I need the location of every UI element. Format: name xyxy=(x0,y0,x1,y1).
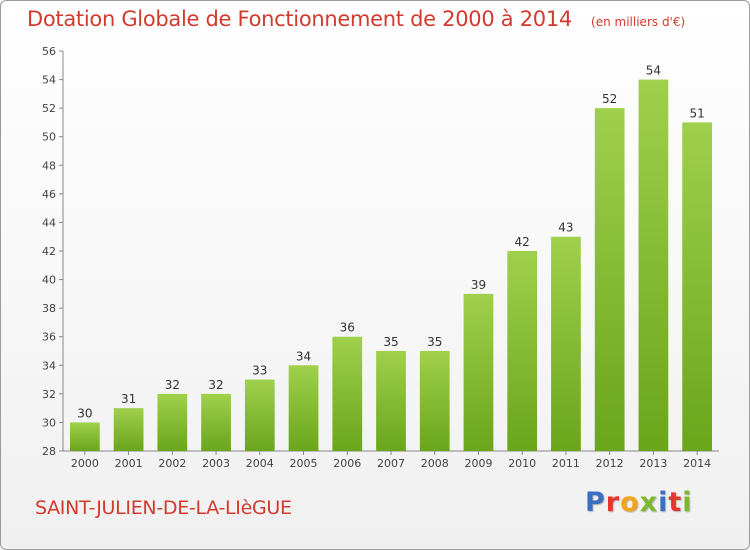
title-row: Dotation Globale de Fonctionnement de 20… xyxy=(27,7,685,31)
bar-2011 xyxy=(551,236,581,451)
value-label-2011: 43 xyxy=(558,221,573,235)
logo-letter: x xyxy=(639,487,659,518)
y-tick-label: 52 xyxy=(42,102,56,115)
y-tick-label: 44 xyxy=(42,216,56,229)
y-tick-label: 48 xyxy=(42,159,56,172)
y-tick-label: 50 xyxy=(42,131,56,144)
x-tick-label-2011: 2011 xyxy=(552,457,580,470)
value-label-2013: 54 xyxy=(646,64,661,78)
commune-name: SAINT-JULIEN-DE-LA-LIèGUE xyxy=(35,497,292,519)
bars xyxy=(69,79,713,452)
value-label-2012: 52 xyxy=(602,92,617,106)
value-label-2010: 42 xyxy=(515,235,530,249)
bar-2005 xyxy=(288,365,319,451)
value-label-2001: 31 xyxy=(121,392,136,406)
logo-letter: i xyxy=(658,487,669,518)
x-tick-label-2012: 2012 xyxy=(596,457,624,470)
value-label-2006: 36 xyxy=(340,321,355,335)
x-tick-label-2013: 2013 xyxy=(639,457,667,470)
axes: 28 30 32 34 36 38 40 42 44 46 48 50 52 54 56 xyxy=(42,45,719,458)
value-label-2003: 32 xyxy=(208,378,223,392)
chart-title: Dotation Globale de Fonctionnement de 20… xyxy=(27,7,572,31)
logo-letter: P xyxy=(585,487,606,518)
value-label-2000: 30 xyxy=(77,406,92,420)
y-tick-label: 42 xyxy=(42,245,56,258)
y-tick-label: 40 xyxy=(42,274,56,287)
bar-2006 xyxy=(332,336,363,451)
x-tick-label-2001: 2001 xyxy=(115,457,143,470)
bar-2004 xyxy=(244,379,275,451)
x-tick-label-2014: 2014 xyxy=(683,457,711,470)
y-tick-label: 56 xyxy=(42,45,56,58)
x-tick-label-2005: 2005 xyxy=(290,457,318,470)
bar-2003 xyxy=(201,393,231,451)
x-tick-label-2006: 2006 xyxy=(333,457,361,470)
y-tick-label: 28 xyxy=(42,445,56,458)
bar-2009 xyxy=(463,293,494,451)
labels: 30 2000 31 2001 32 2002 32 2003 33 2004 34 2005 36 20… xyxy=(71,64,711,470)
bar-2012 xyxy=(594,108,625,452)
bar-2000 xyxy=(69,422,100,451)
value-label-2014: 51 xyxy=(689,106,704,120)
value-label-2008: 35 xyxy=(427,335,442,349)
value-label-2004: 33 xyxy=(252,364,267,378)
x-tick-label-2008: 2008 xyxy=(421,457,449,470)
value-label-2007: 35 xyxy=(383,335,398,349)
y-tick-label: 34 xyxy=(42,359,56,372)
x-tick-label-2010: 2010 xyxy=(508,457,536,470)
y-tick-label: 32 xyxy=(42,388,56,401)
y-tick-label: 30 xyxy=(42,416,56,429)
bar-2001 xyxy=(113,408,144,451)
y-tick-label: 36 xyxy=(42,331,56,344)
chart-unit: (en milliers d'€) xyxy=(591,15,686,29)
bar-2010 xyxy=(507,251,538,451)
bar-2002 xyxy=(157,393,188,451)
bar-2014 xyxy=(682,122,713,451)
bar-2013 xyxy=(638,79,669,452)
x-tick-label-2009: 2009 xyxy=(464,457,492,470)
value-label-2005: 34 xyxy=(296,349,311,363)
x-tick-label-2002: 2002 xyxy=(158,457,186,470)
x-tick-label-2007: 2007 xyxy=(377,457,405,470)
y-tick-label: 38 xyxy=(42,302,56,315)
x-tick-label-2004: 2004 xyxy=(246,457,274,470)
x-tick-label-2003: 2003 xyxy=(202,457,230,470)
logo-letter: r xyxy=(605,487,621,518)
logo-letter: i xyxy=(682,487,693,518)
y-tick-label: 46 xyxy=(42,188,56,201)
bar-2007 xyxy=(376,351,406,451)
logo-letter: o xyxy=(620,487,640,518)
value-label-2009: 39 xyxy=(471,278,486,292)
value-label-2002: 32 xyxy=(165,378,180,392)
x-tick-label-2000: 2000 xyxy=(71,457,99,470)
y-tick-label: 54 xyxy=(42,74,56,87)
proxiti-logo: Proxiti xyxy=(585,487,693,518)
logo-letter: t xyxy=(668,487,683,518)
bar-2008 xyxy=(419,351,450,451)
